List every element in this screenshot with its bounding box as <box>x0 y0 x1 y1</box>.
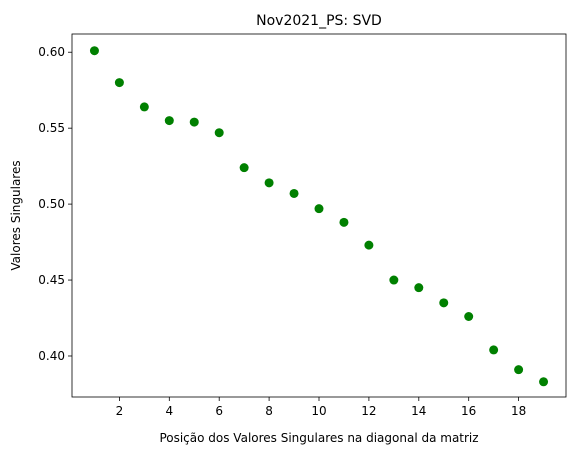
x-tick-label: 10 <box>311 404 326 418</box>
y-tick-label: 0.60 <box>38 45 65 59</box>
data-point <box>464 312 474 321</box>
data-point <box>414 283 424 293</box>
x-tick-label: 8 <box>265 404 273 418</box>
data-point <box>539 377 549 387</box>
data-point <box>139 102 149 112</box>
data-point <box>264 178 274 188</box>
y-axis-ticks: 0.40 0.45 0.50 0.55 0.60 <box>38 45 72 363</box>
data-point <box>314 204 324 214</box>
x-axis-ticks: 2 4 6 8 10 12 14 16 18 <box>116 397 526 418</box>
x-tick-label: 16 <box>461 404 476 418</box>
data-point <box>214 128 224 138</box>
data-point <box>189 117 199 127</box>
plot-area-frame <box>71 33 567 398</box>
data-point <box>389 275 399 285</box>
scatter-points <box>89 46 549 387</box>
data-point <box>289 188 299 198</box>
x-axis-label: Posição dos Valores Singulares na diagon… <box>159 431 478 445</box>
x-tick-label: 14 <box>411 404 426 418</box>
data-point <box>489 345 499 355</box>
y-tick-label: 0.55 <box>38 121 65 135</box>
y-tick-label: 0.45 <box>38 273 65 287</box>
data-point <box>89 46 99 56</box>
chart-title: Nov2021_PS: SVD <box>256 13 382 29</box>
data-point <box>514 365 524 375</box>
y-axis-label: Valores Singulares <box>9 160 23 270</box>
y-tick-label: 0.40 <box>38 349 65 363</box>
data-point <box>439 298 449 308</box>
data-point <box>164 116 174 126</box>
x-tick-label: 12 <box>361 404 376 418</box>
y-tick-label: 0.50 <box>38 197 65 211</box>
data-point <box>339 217 349 227</box>
data-point <box>114 78 124 88</box>
x-tick-label: 2 <box>116 404 124 418</box>
x-tick-label: 18 <box>511 404 526 418</box>
x-tick-label: 6 <box>215 404 223 418</box>
x-tick-label: 4 <box>165 404 173 418</box>
data-point <box>239 163 249 173</box>
data-point <box>364 240 374 250</box>
